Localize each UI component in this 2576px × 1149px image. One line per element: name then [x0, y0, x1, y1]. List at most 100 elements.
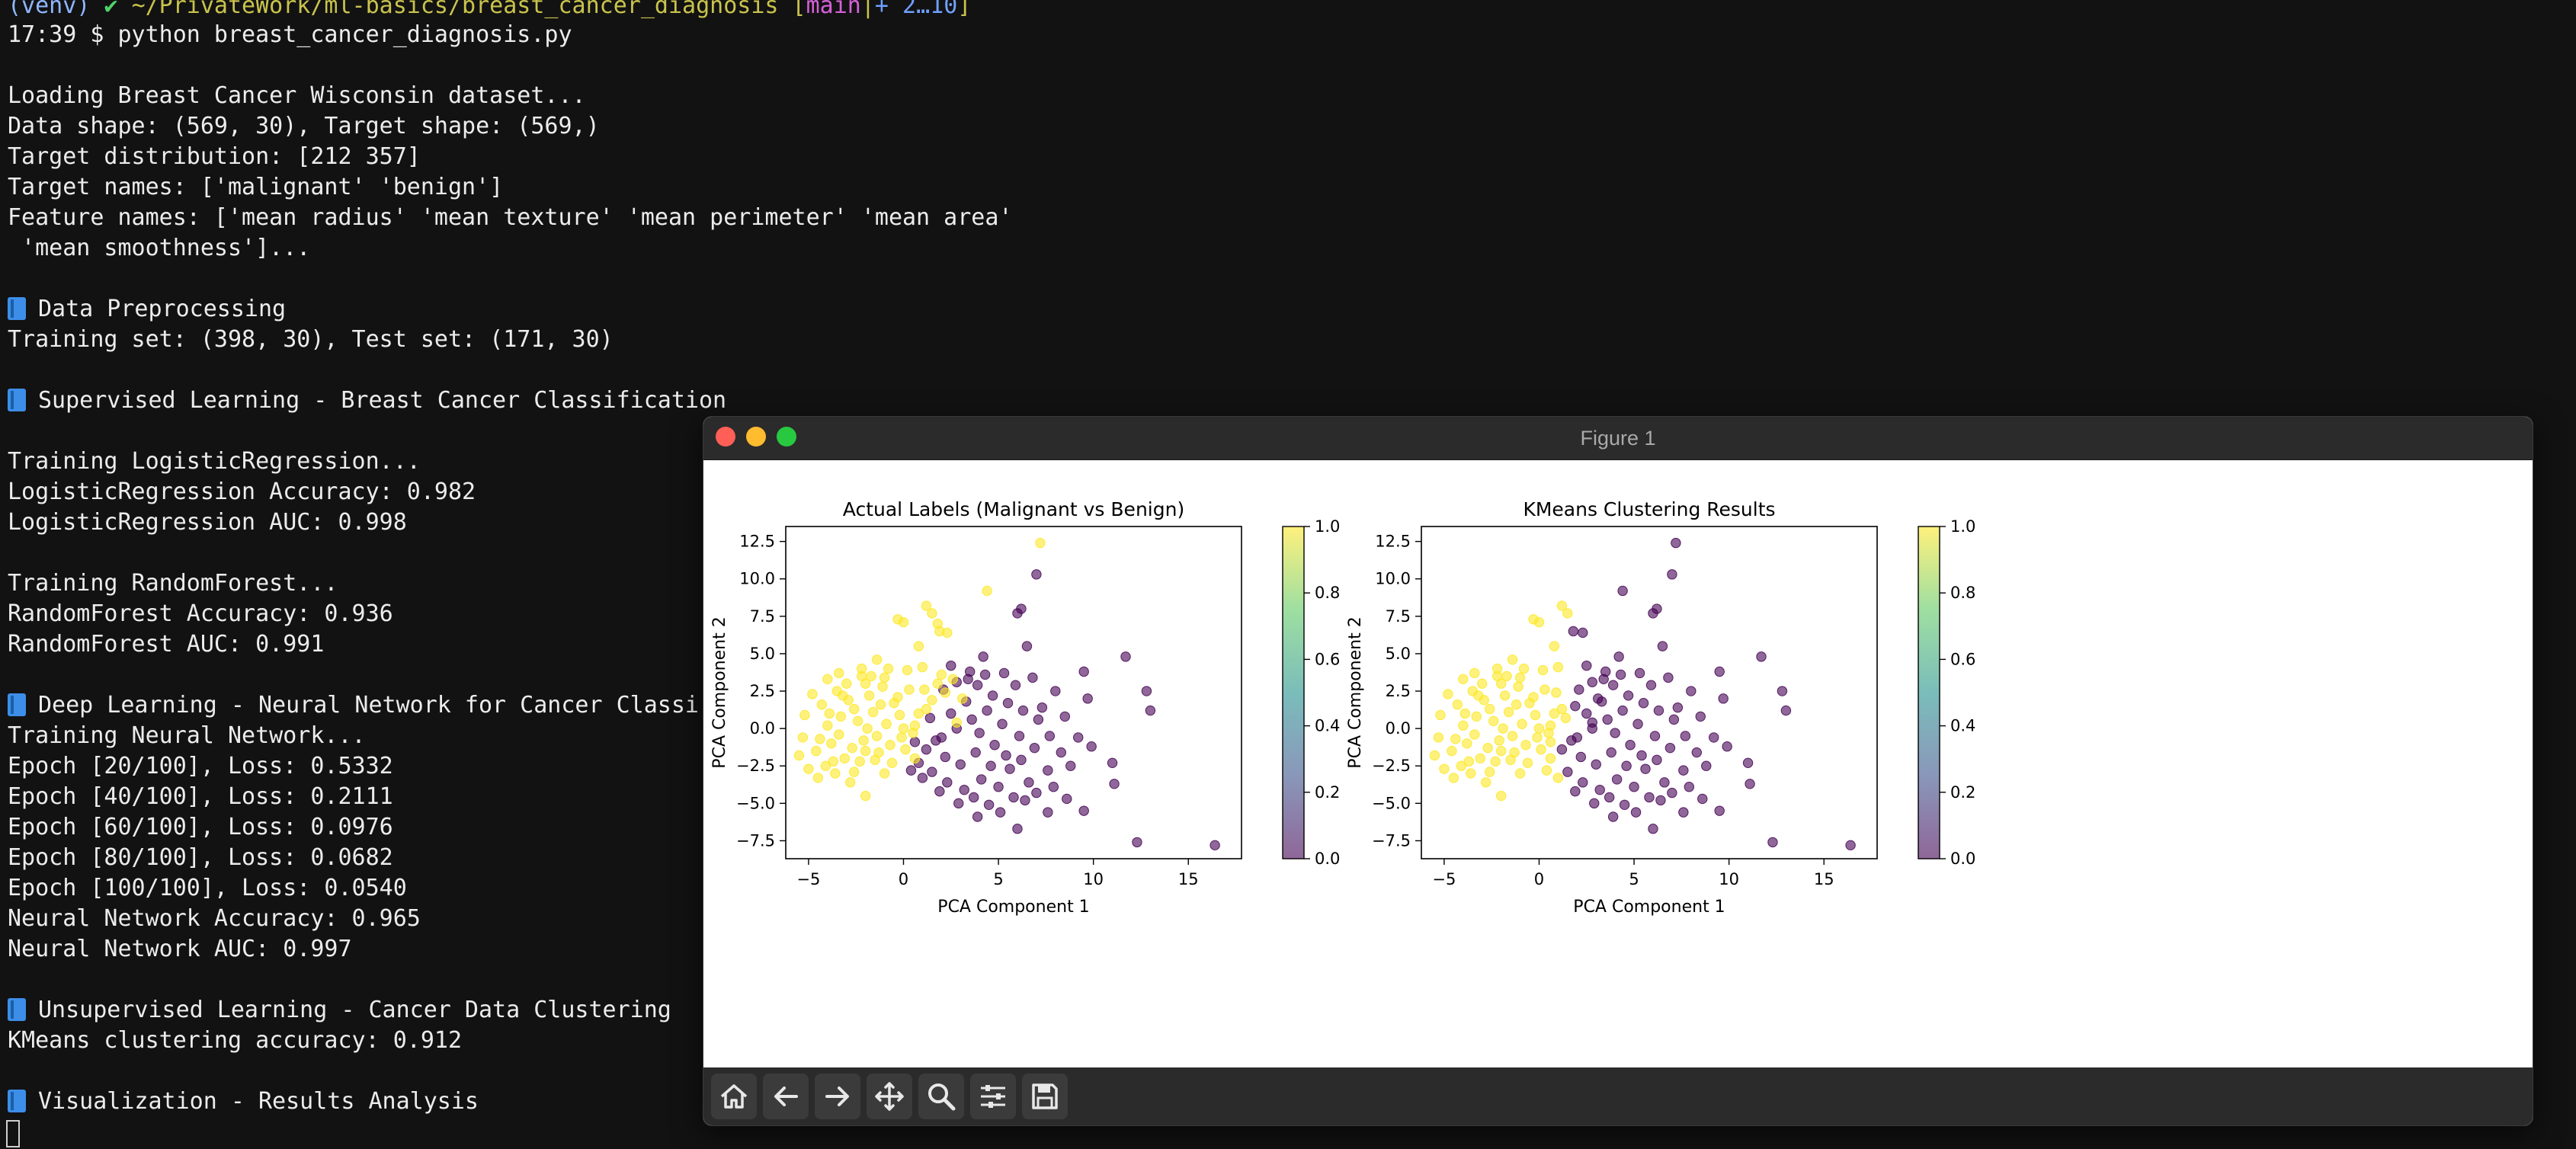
scatter-point-class-1: [1556, 600, 1568, 611]
scatter-point-class-0: [1607, 811, 1619, 822]
scatter-point-class-1: [862, 723, 873, 734]
scatter-point-class-1: [1463, 756, 1474, 767]
magnifier-icon: [928, 1083, 956, 1111]
scatter-point-class-1: [1462, 738, 1472, 749]
scatter-point-class-0: [1010, 680, 1021, 690]
section-heading-text: Visualization - Results Analysis: [38, 1088, 479, 1115]
scatter-point-class-0: [1568, 626, 1579, 637]
output-line: LogisticRegression Accuracy: 0.982: [8, 478, 476, 505]
scatter-point-class-0: [953, 798, 964, 809]
arrow-left-icon: [774, 1087, 798, 1106]
scatter-point-class-1: [1532, 732, 1543, 743]
move-icon: [875, 1082, 904, 1111]
scatter-point-class-0: [955, 759, 966, 770]
scatter-point-class-1: [860, 745, 871, 757]
scatter-point-class-0: [1027, 672, 1038, 683]
scatter-point-class-0: [1617, 585, 1628, 597]
scatter-point-class-1: [871, 731, 883, 741]
scatter-point-class-1: [1439, 763, 1450, 774]
scatter-point-class-0: [970, 747, 981, 758]
scatter-point-class-0: [978, 651, 988, 662]
scatter-point-class-0: [1604, 792, 1615, 803]
scatter-point-class-1: [947, 674, 958, 685]
scatter-point-class-1: [1540, 684, 1550, 695]
close-window-button[interactable]: [716, 427, 735, 446]
pan-button[interactable]: [867, 1074, 912, 1119]
zoom-window-button[interactable]: [777, 427, 796, 446]
minimize-window-button[interactable]: [746, 427, 766, 446]
scatter-point-class-0: [1016, 754, 1027, 766]
scatter-point-class-1: [1490, 756, 1501, 767]
scatter-point-class-1: [909, 753, 921, 764]
scatter-point-class-1: [1458, 674, 1469, 685]
output-line: Epoch [80/100], Loss: 0.0682: [8, 844, 393, 871]
zoom-button[interactable]: [918, 1074, 964, 1119]
scatter-point-class-1: [822, 674, 833, 685]
cwd-path: ~/PrivateWork/ml-basics/breast_cancer_di…: [131, 0, 779, 19]
scatter-point-class-1: [815, 734, 825, 744]
scatter-point-class-0: [1701, 760, 1712, 771]
scatter-point-class-1: [940, 687, 950, 698]
scatter-point-class-0: [1059, 711, 1070, 722]
scatter-point-class-1: [793, 750, 805, 761]
check-icon: ✔: [104, 0, 118, 19]
scatter-point-class-0: [1031, 787, 1042, 799]
scatter-point-class-1: [863, 690, 875, 701]
scatter-point-class-1: [898, 723, 909, 734]
y-tick-label: 5.0: [750, 645, 775, 663]
scatter-point-class-1: [849, 703, 860, 715]
scatter-point-class-0: [1566, 735, 1577, 746]
scatter-point-class-0: [1581, 708, 1592, 719]
y-tick-label: −7.5: [1372, 831, 1411, 850]
save-figure-button[interactable]: [1022, 1074, 1068, 1119]
x-tick-label: 5: [993, 870, 1003, 888]
scatter-point-class-0: [1107, 757, 1118, 769]
scatter-point-class-1: [1482, 742, 1493, 754]
scatter-point-class-1: [822, 720, 833, 731]
scatter-point-class-1: [847, 742, 857, 754]
scatter-point-class-0: [924, 712, 936, 724]
output-line: Neural Network AUC: 0.997: [8, 936, 352, 962]
scatter-point-class-1: [1488, 715, 1499, 727]
scatter-point-class-0: [1672, 702, 1684, 713]
kmeans-clustering-chart: KMeans Clustering Results −5 0 5 10 15 −7.5 −5.…: [1346, 498, 1975, 917]
figure-canvas[interactable]: Actual Labels (Malignant vs Benign) −5 0 5 1…: [703, 459, 2533, 1067]
scatter-point-class-0: [1086, 741, 1097, 752]
scatter-point-class-0: [905, 765, 917, 776]
scatter-point-class-0: [989, 740, 1000, 751]
scatter-point-class-1: [1501, 671, 1512, 682]
scatter-point-class-0: [1645, 680, 1657, 690]
floppy-disk-icon: [1032, 1083, 1058, 1109]
colorbar-tick-label: 0.8: [1950, 584, 1975, 602]
back-button[interactable]: [763, 1074, 809, 1119]
figure-window[interactable]: Figure 1 Actual Labels (Malignant vs Ben…: [703, 416, 2533, 1126]
scatter-point-class-0: [1667, 787, 1677, 799]
scatter-point-class-0: [1036, 702, 1048, 713]
scatter-point-class-0: [1644, 792, 1655, 803]
scatter-point-class-1: [1537, 664, 1549, 676]
scatter-point-class-0: [968, 792, 979, 803]
home-icon: [720, 1084, 748, 1109]
scatter-point-class-0: [1210, 840, 1220, 851]
scatter-point-class-0: [1629, 782, 1639, 792]
scatter-point-class-1: [1456, 760, 1467, 771]
scatter-point-class-1: [828, 756, 838, 767]
scatter-point-class-1: [1469, 729, 1480, 740]
scatter-point-class-0: [1593, 693, 1604, 704]
configure-subplots-button[interactable]: [970, 1074, 1016, 1119]
forward-button[interactable]: [815, 1074, 860, 1119]
home-button[interactable]: [711, 1074, 757, 1119]
scatter-point-class-1: [1533, 723, 1545, 734]
scatter-point-class-0: [1745, 779, 1755, 789]
scatter-point-class-1: [919, 684, 930, 695]
scatter-point-class-0: [974, 728, 985, 738]
output-line: Training set: (398, 30), Test set: (171,…: [8, 326, 614, 353]
scatter-point-class-1: [1485, 703, 1495, 715]
scatter-point-class-1: [917, 661, 928, 673]
window-titlebar[interactable]: Figure 1: [703, 417, 2533, 460]
scatter-point-class-1: [824, 708, 835, 719]
y-tick-label: 0.0: [750, 719, 775, 738]
scatter-point-class-1: [1495, 790, 1507, 802]
scatter-point-class-0: [1640, 763, 1651, 774]
scatter-point-class-0: [1610, 728, 1620, 738]
